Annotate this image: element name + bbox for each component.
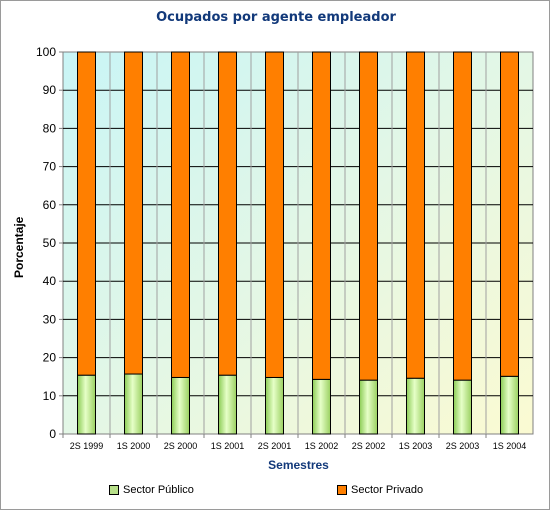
- y-tick-label: 50: [43, 236, 57, 250]
- bar-sector-privado: [77, 51, 96, 376]
- y-tick-label: 20: [43, 351, 57, 365]
- bar-sector-privado: [406, 51, 425, 379]
- bar-sector-publico: [453, 379, 472, 435]
- x-tick-label: 2S 2000: [164, 441, 198, 451]
- y-tick-label: 30: [43, 312, 57, 326]
- y-tick-label: 10: [43, 389, 57, 403]
- bar-sector-publico: [77, 374, 96, 435]
- x-tick-label: 1S 2004: [493, 441, 527, 451]
- legend-label-sector-publico: Sector Público: [123, 484, 194, 496]
- bar-sector-publico: [500, 375, 519, 435]
- y-tick-label: 0: [49, 427, 56, 441]
- y-tick-label: 100: [36, 45, 56, 59]
- x-tick-label: 2S 1999: [70, 441, 104, 451]
- legend-item-sector-privado: Sector Privado: [337, 483, 423, 497]
- bar-sector-privado: [171, 51, 190, 378]
- legend-item-sector-publico: Sector Público: [109, 483, 194, 497]
- bar-sector-publico: [265, 376, 284, 435]
- chart-title: Ocupados por agente empleador: [156, 10, 396, 25]
- legend-label-sector-privado: Sector Privado: [351, 484, 424, 496]
- x-tick-label: 1S 2001: [211, 441, 245, 451]
- x-tick-label: 2S 2001: [258, 441, 292, 451]
- legend-swatch-sector-publico: [109, 485, 119, 495]
- bar-sector-publico: [359, 379, 378, 435]
- y-tick-label: 40: [43, 274, 57, 288]
- legend-swatch-sector-privado: [337, 485, 347, 495]
- y-tick-label: 70: [43, 160, 57, 174]
- bar-sector-privado: [124, 51, 143, 375]
- bar-sector-privado: [359, 51, 378, 381]
- bar-sector-privado: [218, 51, 237, 376]
- y-tick-label: 80: [43, 121, 57, 135]
- bar-sector-publico: [312, 378, 331, 435]
- y-tick-label: 60: [43, 198, 57, 212]
- x-tick-label: 2S 2002: [352, 441, 386, 451]
- bar-sector-publico: [218, 374, 237, 435]
- bar-sector-privado: [500, 51, 519, 377]
- bar-sector-privado: [453, 51, 472, 381]
- bar-sector-publico: [124, 373, 143, 435]
- x-axis-label: Semestres: [268, 458, 329, 472]
- bar-sector-privado: [312, 51, 331, 380]
- bar-sector-publico: [171, 376, 190, 435]
- x-tick-label: 2S 2003: [446, 441, 480, 451]
- x-tick-label: 1S 2000: [117, 441, 151, 451]
- bar-sector-privado: [265, 51, 284, 378]
- y-axis-label: Porcentaje: [12, 216, 26, 278]
- bar-sector-publico: [406, 377, 425, 435]
- x-tick-label: 1S 2002: [305, 441, 339, 451]
- y-tick-label: 90: [43, 83, 57, 97]
- x-tick-label: 1S 2003: [399, 441, 433, 451]
